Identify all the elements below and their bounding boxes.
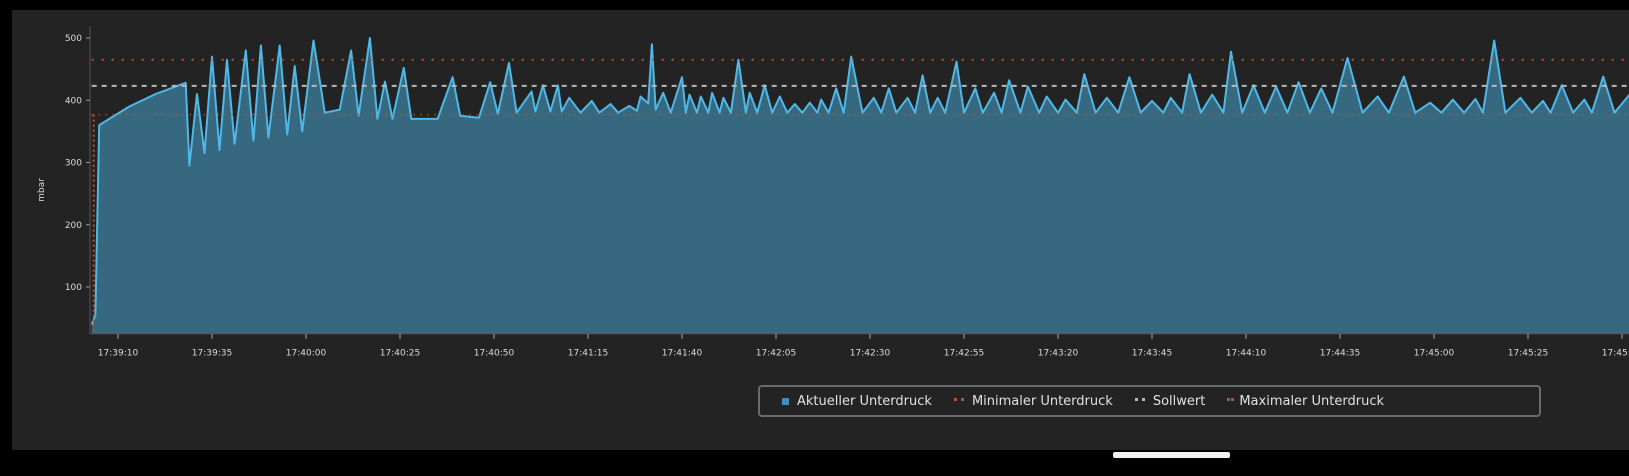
legend: Aktueller Unterdruck Minimaler Unterdruc… — [758, 385, 1541, 417]
x-tick-label: 17:43:20 — [1038, 349, 1079, 359]
y-tick-label: 100 — [65, 283, 82, 293]
y-axis-label: mbar — [37, 178, 47, 202]
series-area-current — [91, 38, 1629, 334]
legend-swatch-max — [1227, 398, 1232, 404]
legend-label-current: Aktueller Unterdruck — [797, 393, 932, 409]
x-tick-label: 17:43:45 — [1132, 349, 1172, 359]
x-tick-label: 17:45:50 — [1602, 349, 1629, 359]
y-tick-label: 500 — [65, 34, 82, 44]
x-tick-label: 17:39:10 — [98, 349, 139, 359]
x-tick-label: 17:40:50 — [474, 349, 515, 359]
x-tick-label: 17:41:15 — [568, 349, 608, 359]
x-tick-label: 17:44:10 — [1226, 349, 1267, 359]
x-tick-label: 17:45:25 — [1508, 349, 1548, 359]
scrollbar-thumb[interactable] — [1113, 452, 1230, 458]
x-tick-label: 17:40:00 — [286, 349, 327, 359]
chart-svg: 100 200 300 400 500 17:39:10 17:39:35 17:40:00 1… — [37, 26, 1629, 359]
legend-item-min[interactable]: Minimaler Unterdruck — [953, 393, 1113, 409]
y-tick-label: 400 — [65, 96, 82, 106]
chart-panel: 100 200 300 400 500 17:39:10 17:39:35 17:40:00 1… — [12, 10, 1629, 450]
x-tick-label: 17:42:55 — [944, 349, 984, 359]
legend-label-min: Minimaler Unterdruck — [971, 393, 1113, 409]
series-line-current — [90, 37, 1629, 325]
x-tick-label: 17:44:35 — [1320, 349, 1360, 359]
legend-item-current[interactable]: Aktueller Unterdruck — [782, 394, 932, 409]
legend-label-max: Maximaler Unterdruck — [1239, 393, 1385, 409]
legend-item-setpoint[interactable]: Sollwert — [1134, 393, 1206, 409]
x-tick-label: 17:42:30 — [850, 349, 891, 359]
x-tick-label: 17:39:35 — [192, 349, 232, 359]
x-tick-label: 17:42:05 — [756, 349, 796, 359]
legend-swatch-setpoint — [1134, 398, 1145, 404]
y-tick-label: 300 — [65, 159, 82, 169]
x-tick-label: 17:41:40 — [662, 349, 703, 359]
legend-swatch-current — [782, 397, 789, 405]
x-tick-label: 17:40:25 — [380, 349, 420, 359]
legend-item-max[interactable]: Maximaler Unterdruck — [1227, 394, 1384, 409]
x-tick-label: 17:45:00 — [1414, 349, 1455, 359]
legend-label-setpoint: Sollwert — [1152, 393, 1206, 409]
legend-swatch-min — [953, 398, 964, 404]
y-tick-label: 200 — [65, 221, 82, 231]
